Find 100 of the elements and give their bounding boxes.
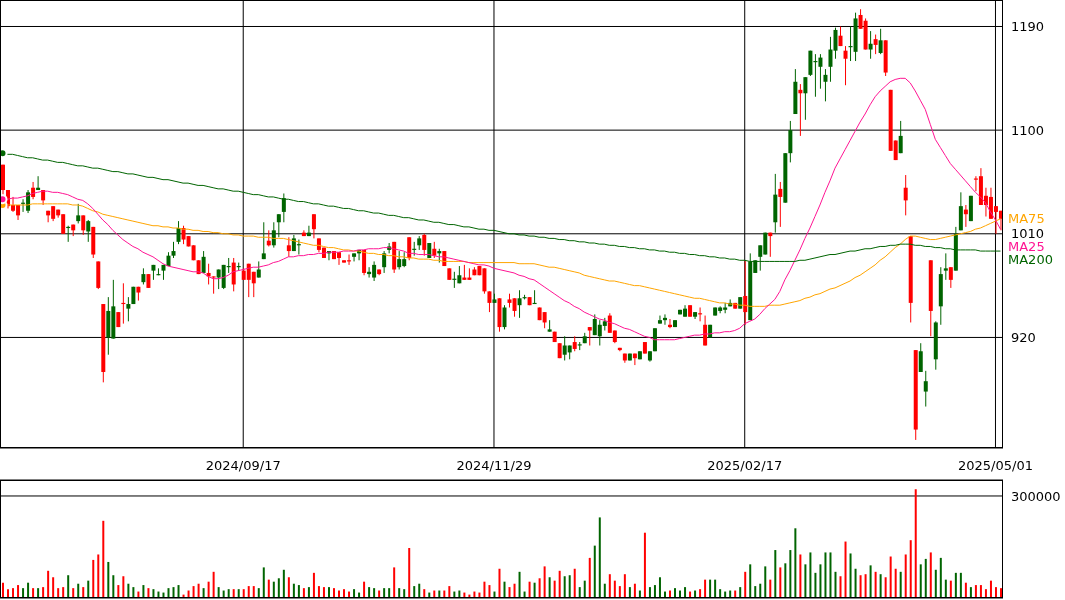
bar bbox=[583, 580, 586, 598]
bar bbox=[884, 577, 887, 598]
bar bbox=[12, 588, 15, 598]
bar bbox=[42, 587, 45, 598]
bar bbox=[964, 582, 967, 598]
bar bbox=[543, 566, 546, 598]
bar bbox=[714, 579, 717, 598]
bar bbox=[648, 587, 651, 598]
candlestick bbox=[587, 326, 592, 346]
bar bbox=[297, 585, 300, 598]
candlestick bbox=[803, 76, 808, 121]
bar bbox=[739, 587, 742, 598]
bar bbox=[322, 587, 325, 598]
candlestick bbox=[261, 221, 266, 260]
candlestick bbox=[286, 236, 291, 258]
candlestick bbox=[281, 192, 286, 223]
bar bbox=[578, 587, 581, 598]
bar bbox=[944, 579, 947, 598]
bar bbox=[202, 588, 205, 598]
y-tick-label: 1100 bbox=[1011, 122, 1045, 138]
bar bbox=[17, 585, 20, 598]
bar bbox=[633, 583, 636, 598]
candlestick bbox=[898, 120, 903, 154]
bar bbox=[588, 557, 591, 598]
bar bbox=[749, 564, 752, 598]
bar bbox=[839, 576, 842, 598]
bar bbox=[909, 540, 912, 598]
candlestick bbox=[943, 252, 948, 281]
candlestick bbox=[81, 214, 86, 236]
bar bbox=[272, 581, 275, 598]
bar bbox=[658, 577, 661, 598]
candlestick bbox=[788, 120, 793, 163]
bar bbox=[332, 588, 335, 598]
candlestick bbox=[903, 174, 908, 216]
bar bbox=[809, 552, 812, 598]
bar bbox=[142, 585, 145, 598]
bar bbox=[899, 571, 902, 598]
bar bbox=[498, 568, 501, 598]
bar bbox=[32, 588, 35, 598]
candlestick bbox=[923, 370, 928, 408]
bar bbox=[744, 571, 747, 598]
bar bbox=[934, 569, 937, 598]
bar bbox=[799, 554, 802, 598]
bar bbox=[67, 575, 70, 598]
bar bbox=[217, 587, 220, 598]
bar bbox=[483, 581, 486, 598]
bar bbox=[383, 588, 386, 598]
bar bbox=[824, 552, 827, 598]
bar bbox=[618, 586, 621, 598]
bar bbox=[408, 548, 411, 598]
bar bbox=[999, 588, 1002, 598]
bar bbox=[2, 582, 4, 598]
candlestick bbox=[352, 252, 357, 262]
bar bbox=[814, 572, 817, 598]
bar bbox=[147, 588, 150, 598]
candlestick bbox=[422, 233, 427, 257]
bar bbox=[869, 565, 872, 598]
bar bbox=[37, 588, 40, 598]
bar bbox=[503, 581, 506, 598]
bar bbox=[393, 567, 396, 598]
bar bbox=[252, 586, 255, 598]
candlestick bbox=[868, 30, 873, 60]
bar bbox=[829, 552, 832, 598]
candlestick bbox=[703, 315, 708, 346]
bar bbox=[388, 588, 391, 598]
bar bbox=[267, 579, 270, 598]
bar bbox=[292, 583, 295, 598]
bar bbox=[167, 588, 170, 598]
bar bbox=[784, 563, 787, 598]
bar bbox=[488, 585, 491, 598]
candlestick bbox=[743, 259, 748, 326]
bar bbox=[969, 587, 972, 598]
bar bbox=[52, 577, 55, 598]
bar bbox=[704, 579, 707, 598]
bar bbox=[312, 572, 315, 598]
bar bbox=[653, 585, 656, 598]
y-tick-label: 300000 bbox=[1011, 488, 1061, 504]
bar bbox=[929, 552, 932, 598]
bar bbox=[764, 566, 767, 598]
bar bbox=[849, 553, 852, 598]
bar bbox=[398, 588, 401, 598]
bar bbox=[277, 578, 280, 598]
bar bbox=[558, 570, 561, 598]
candlestick bbox=[231, 257, 236, 292]
bar bbox=[418, 583, 421, 598]
bar bbox=[548, 577, 551, 598]
bar bbox=[47, 570, 50, 598]
bar bbox=[287, 577, 290, 598]
y-tick-label: 920 bbox=[1011, 330, 1036, 346]
bar bbox=[623, 574, 626, 598]
bar bbox=[674, 588, 677, 598]
bar bbox=[212, 571, 215, 598]
candlestick bbox=[657, 315, 662, 325]
candlestick bbox=[382, 250, 387, 274]
bar bbox=[413, 586, 416, 598]
bar bbox=[373, 588, 376, 598]
bar bbox=[889, 556, 892, 598]
y-tick-label: 1190 bbox=[1011, 19, 1045, 35]
x-tick-label: 2024/11/29 bbox=[456, 458, 532, 473]
bar bbox=[363, 581, 366, 598]
